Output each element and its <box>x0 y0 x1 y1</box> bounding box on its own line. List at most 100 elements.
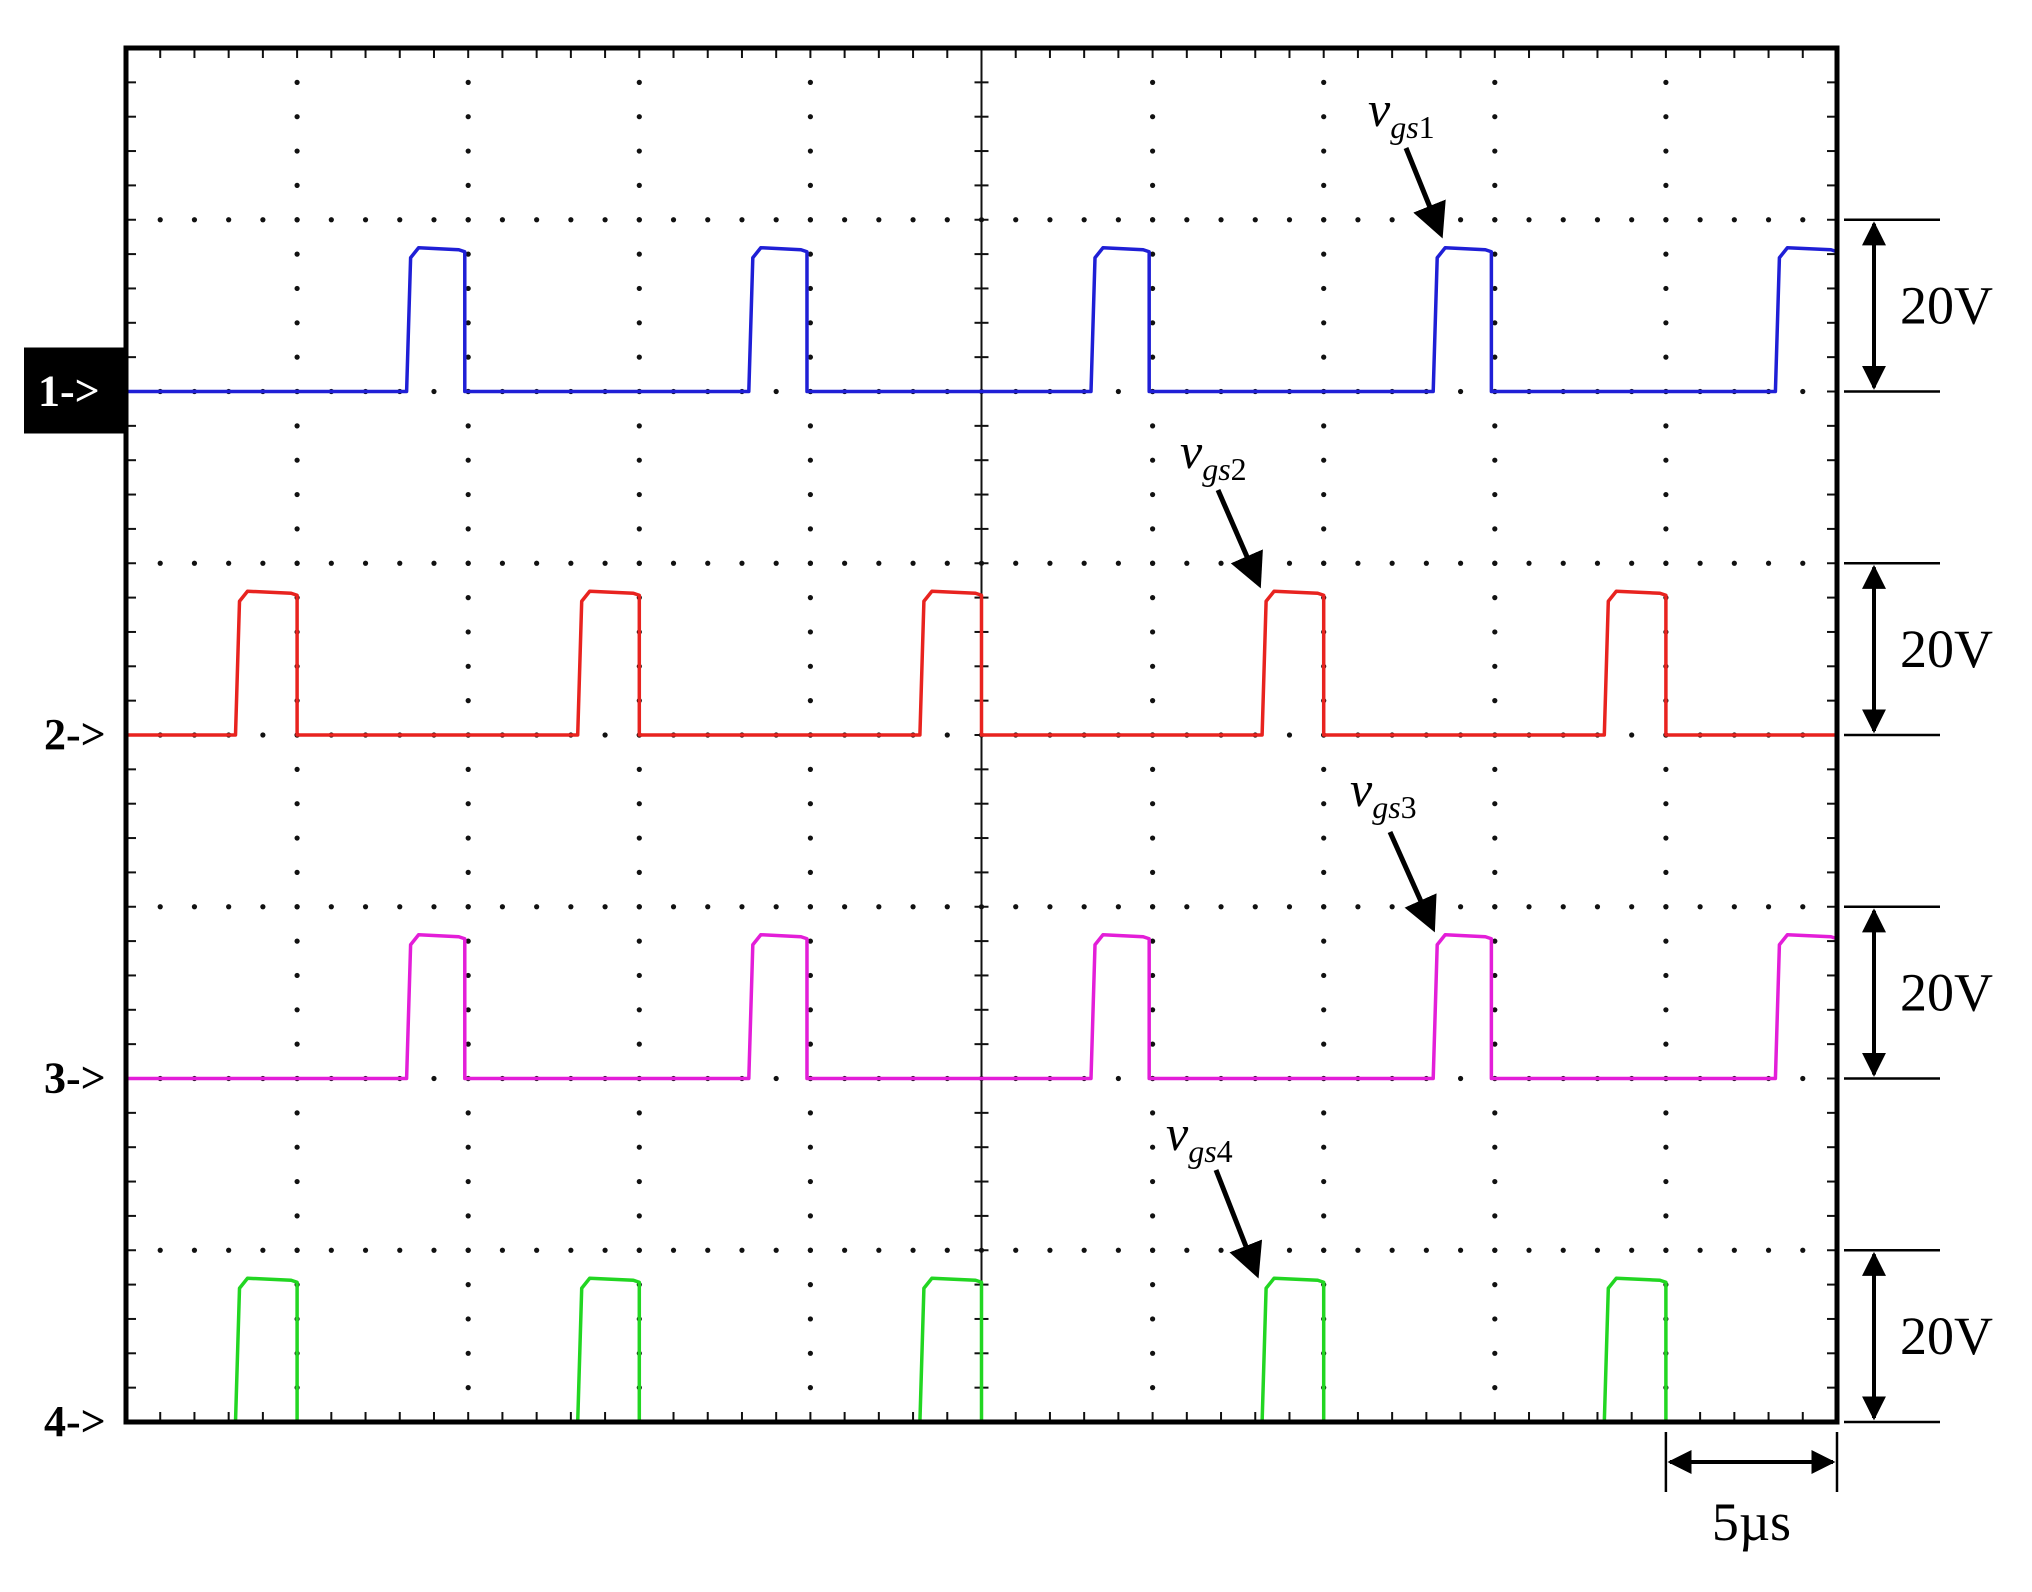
grid-dot <box>1423 217 1429 223</box>
grid-dot <box>1150 1385 1156 1391</box>
grid-dot <box>807 491 814 498</box>
grid-dot <box>1526 904 1532 910</box>
grid-dot <box>1150 285 1156 292</box>
grid-dot <box>1150 1110 1156 1116</box>
grid-dot <box>328 1247 334 1253</box>
grid-dot <box>1150 114 1156 120</box>
grid-dot <box>1492 938 1498 944</box>
grid-dot <box>1492 595 1498 601</box>
grid-dot <box>1321 1007 1327 1013</box>
grid-dot <box>1765 904 1772 910</box>
grid-dot <box>568 217 574 223</box>
trace-ch3 <box>126 933 1839 1081</box>
grid-dot <box>294 938 300 944</box>
grid-dot <box>807 1385 814 1391</box>
grid-dot <box>1697 1247 1703 1253</box>
grid-dot <box>636 1213 642 1219</box>
grid-dot <box>1218 217 1224 223</box>
grid-dot <box>1731 560 1737 566</box>
grid-dot <box>362 904 369 910</box>
annotation-vgs1: vgs1 <box>1368 81 1435 145</box>
time-scale-label: 5µs <box>1712 1492 1791 1552</box>
grid-dot <box>1321 1110 1327 1116</box>
grid-dot <box>636 320 642 326</box>
grid-dot <box>191 217 198 223</box>
grid-dot <box>842 1247 848 1253</box>
grid-dot <box>1663 766 1669 772</box>
grid-dot <box>739 217 745 223</box>
grid-dot <box>1457 904 1464 910</box>
grid-dot <box>1150 869 1156 876</box>
grid-dot <box>636 801 642 807</box>
grid-dot <box>1663 869 1669 876</box>
grid-dot <box>1321 766 1327 772</box>
grid-dot <box>362 560 369 566</box>
grid-dot <box>807 1110 814 1116</box>
grid-dot <box>1013 1247 1019 1253</box>
grid-dot <box>1457 217 1464 223</box>
grid-dot <box>807 1041 814 1047</box>
grid-dot <box>1663 1178 1669 1185</box>
grid-dot <box>465 766 471 772</box>
grid-dot <box>1663 320 1669 326</box>
grid-dot <box>1663 1247 1669 1253</box>
grid-dot <box>636 938 642 944</box>
grid-dot <box>465 1110 471 1116</box>
grid-dot <box>465 114 471 120</box>
grid-dot <box>1150 1213 1156 1219</box>
grid-dot <box>465 354 471 360</box>
grid-dot <box>294 354 300 360</box>
grid-dot <box>1150 1316 1156 1322</box>
grid-dot <box>1492 663 1498 669</box>
grid-dot <box>465 457 471 463</box>
grid-dot <box>465 1007 471 1013</box>
grid-dot <box>397 560 403 566</box>
grid-dot <box>465 526 471 532</box>
grid-dot <box>1492 1144 1498 1150</box>
grid-dot <box>636 1110 642 1116</box>
grid-dot <box>739 904 745 910</box>
grid-dot <box>1150 423 1156 429</box>
grid-dot <box>1218 560 1224 566</box>
grid-dot <box>1663 114 1669 120</box>
grid-dot <box>1081 1247 1087 1253</box>
grid-dot <box>1800 1075 1806 1082</box>
grid-dot <box>876 560 882 566</box>
grid-dot <box>1321 114 1327 120</box>
grid-dot <box>1321 801 1327 807</box>
trace-ch2 <box>126 589 1837 737</box>
grid-dot <box>397 1247 403 1253</box>
grid-dot <box>1150 904 1156 910</box>
grid-dot <box>602 732 608 738</box>
channel-marker-1: 1-> <box>38 367 100 416</box>
grid-dot <box>807 972 814 979</box>
grid-dot <box>260 217 266 223</box>
grid-dot <box>568 904 574 910</box>
grid-dot <box>670 904 677 910</box>
grid-dot <box>1663 354 1669 360</box>
grid-dot <box>636 560 642 566</box>
grid-dot <box>807 1316 814 1322</box>
grid-dot <box>465 423 471 429</box>
grid-dot <box>1115 1075 1121 1082</box>
grid-dot <box>294 1041 300 1047</box>
grid-dot <box>1321 526 1327 532</box>
grid-dot <box>1252 1247 1258 1253</box>
grid-dot <box>465 938 471 944</box>
grid-dot <box>397 904 403 910</box>
grid-dot <box>1492 1213 1498 1219</box>
grid-dot <box>1047 1247 1053 1253</box>
grid-dot <box>294 869 300 876</box>
grid-dot <box>294 1007 300 1013</box>
grid-dot <box>876 904 882 910</box>
grid-dot <box>294 904 300 910</box>
grid-dot <box>1663 79 1669 85</box>
grid-dot <box>1150 595 1156 601</box>
annotation-base: v <box>1180 423 1203 479</box>
annotation-base: v <box>1368 81 1391 137</box>
grid-dot <box>1047 560 1053 566</box>
grid-dot <box>842 560 848 566</box>
grid-dot <box>1047 904 1053 910</box>
grid-dot <box>1697 560 1703 566</box>
grid-dot <box>1492 114 1498 120</box>
